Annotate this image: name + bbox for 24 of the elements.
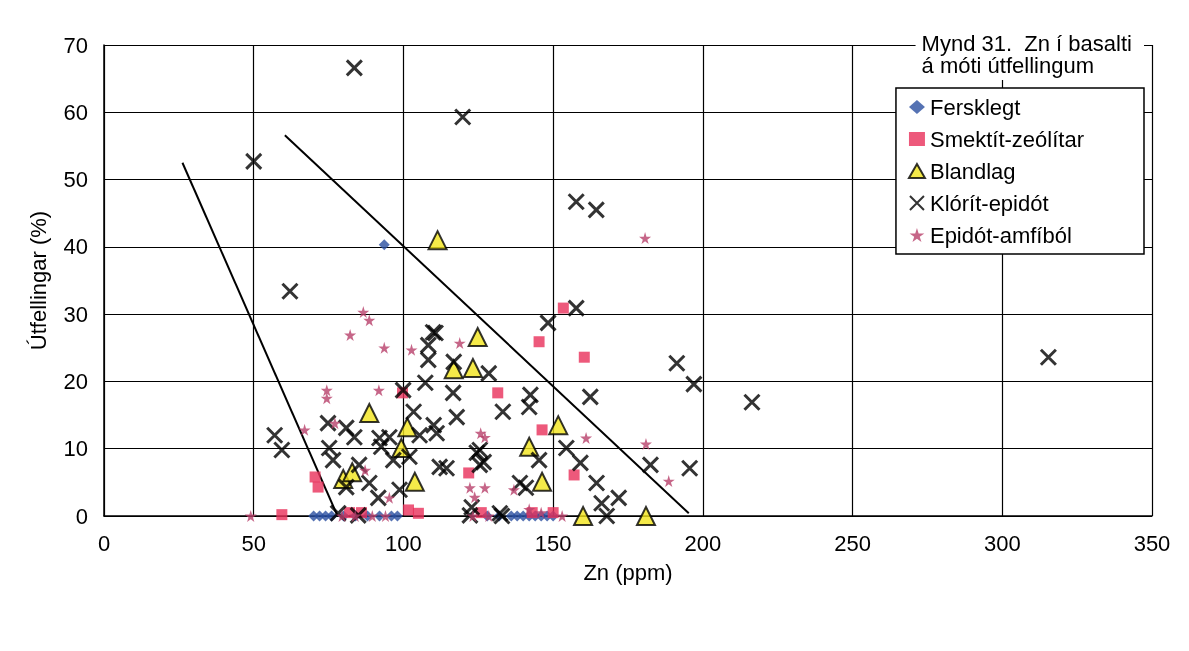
legend-label: Klórít-epidót [929, 190, 1049, 216]
y-tick-label: 40 [63, 234, 88, 260]
x-tick-label: 250 [834, 530, 871, 556]
x-tick-label: 200 [684, 530, 722, 556]
x-axis-title: Zn (ppm) [583, 559, 673, 585]
x-tick-label: 0 [97, 530, 111, 556]
y-tick-label: 50 [63, 167, 88, 193]
legend-label: Fersklegt [929, 94, 1021, 120]
y-tick-label: 0 [75, 503, 88, 529]
chart-title: Mynd 31. Zn í basalti á móti útfellingum [921, 30, 1138, 78]
x-tick-label: 300 [983, 530, 1021, 556]
legend-label: Blandlag [929, 158, 1016, 184]
y-tick-label: 60 [63, 99, 88, 125]
x-tick-label: 150 [534, 530, 572, 556]
x-tick-label: 50 [241, 530, 266, 556]
y-tick-label: 70 [63, 32, 88, 58]
x-tick-label: 350 [1133, 530, 1171, 556]
x-tick-label: 100 [385, 530, 422, 556]
y-axis-title: Útfellingar (%) [25, 210, 51, 351]
legend-label: Epidót-amfíból [929, 222, 1072, 248]
legend-label: Smektít-zeólítar [929, 126, 1084, 152]
y-tick-label: 10 [63, 436, 88, 462]
y-tick-label: 30 [63, 301, 88, 327]
y-tick-label: 20 [63, 368, 88, 394]
